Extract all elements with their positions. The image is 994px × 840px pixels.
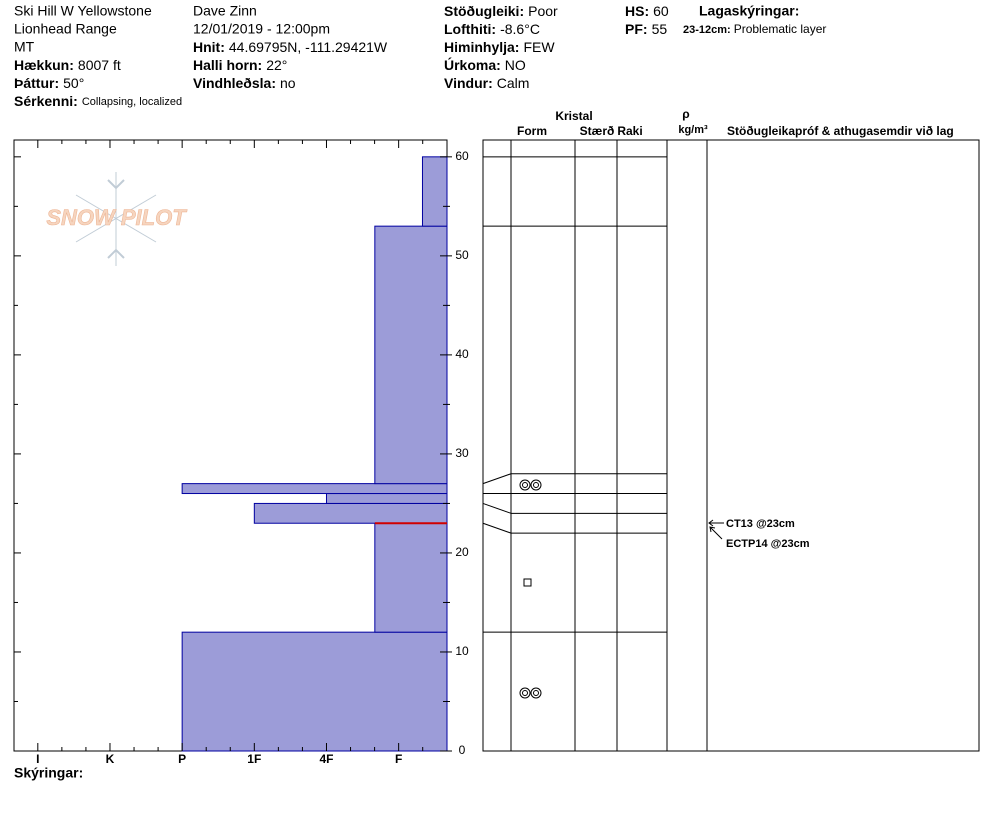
panel-connector xyxy=(482,473,512,485)
grain-symbols xyxy=(519,479,542,699)
field-value: NO xyxy=(505,57,526,73)
test-arrows xyxy=(708,519,724,540)
hardness-bar xyxy=(181,483,448,495)
panel-frame xyxy=(482,139,980,752)
header-field: Úrkoma: NO xyxy=(444,56,526,73)
field-label: Vindhleðsla: xyxy=(193,75,276,91)
header-field: Hækkun: 8007 ft xyxy=(14,57,121,73)
layer-notes-title: Lagaskýringar: xyxy=(699,3,799,19)
x-tick-label: 4F xyxy=(319,752,333,766)
y-tick-label: 40 xyxy=(455,347,469,361)
header-field: Halli horn: 22° xyxy=(193,57,287,73)
field-label: Úrkoma: xyxy=(444,56,501,73)
comments-header: Stöðugleikapróf & athugasemdir við lag xyxy=(727,124,954,138)
y-tick-label: 0 xyxy=(459,743,466,757)
header-field: Dave Zinn xyxy=(193,3,257,19)
header-field: Sérkenni: Collapsing, localized xyxy=(14,93,182,109)
hardness-bar xyxy=(253,502,448,524)
field-value: FEW xyxy=(523,39,555,55)
layer-note: 23-12cm: Problematic layer xyxy=(683,22,826,36)
hardness-bar xyxy=(325,493,448,504)
x-tick-label: F xyxy=(395,752,402,766)
panel-connector xyxy=(482,502,512,514)
footer-label: Skýringar: xyxy=(14,765,83,781)
field-label: Þáttur: xyxy=(14,75,59,91)
y-tick-label: 60 xyxy=(455,149,469,163)
crystal-header: Kristal xyxy=(555,109,592,123)
y-tick-label: 30 xyxy=(455,446,469,460)
field-label: PF: xyxy=(625,21,648,37)
header-field: Þáttur: 50° xyxy=(14,75,84,91)
field-label: Halli horn: xyxy=(193,57,262,73)
header-field: Vindur: Calm xyxy=(444,75,529,91)
x-tick-label: 1F xyxy=(247,752,261,766)
note-label: 23-12cm: xyxy=(683,24,731,36)
field-label: Vindur: xyxy=(444,75,493,91)
header-field: Hnit: 44.69795N, -111.29421W xyxy=(193,39,388,55)
density-header: ρ xyxy=(682,107,689,121)
header-field: Lionhead Range xyxy=(14,21,117,37)
stability-test: CT13 @23cm xyxy=(726,518,795,530)
logo-text: SNOW PILOT xyxy=(46,205,187,230)
field-label: Lofthiti: xyxy=(444,21,496,37)
header-field: HS: 60 xyxy=(625,3,669,19)
moisture-header: Raki xyxy=(617,124,642,138)
header-field: 12/01/2019 - 12:00pm xyxy=(193,21,330,37)
hardness-bar xyxy=(374,522,448,633)
x-tick-label: K xyxy=(106,752,115,766)
y-tick-label: 50 xyxy=(455,248,469,262)
header-field: Vindhleðsla: no xyxy=(193,75,296,91)
field-label: Hækkun: xyxy=(14,57,74,73)
size-header: Stærð xyxy=(580,124,615,138)
x-tick-label: I xyxy=(36,752,39,766)
density-unit: kg/m³ xyxy=(678,124,708,136)
header-field: Ski Hill W Yellowstone xyxy=(14,3,152,19)
header-field: Stöðugleiki: Poor xyxy=(444,3,558,19)
field-label: HS: xyxy=(625,3,649,19)
y-tick-label: 10 xyxy=(455,644,469,658)
field-value: 22° xyxy=(266,57,287,73)
panel-connector xyxy=(482,522,512,534)
field-value: -8.6°C xyxy=(500,21,540,37)
form-header: Form xyxy=(517,124,547,138)
field-value: no xyxy=(280,75,296,91)
header-field: PF: 55 xyxy=(625,21,667,37)
hardness-bar xyxy=(421,156,448,227)
y-tick-label: 20 xyxy=(455,545,469,559)
stability-test: ECTP14 @23cm xyxy=(726,538,810,550)
field-value: 8007 ft xyxy=(78,57,121,73)
field-value: Calm xyxy=(497,75,530,91)
field-value: Poor xyxy=(528,3,558,19)
field-label: Himinhylja: xyxy=(444,39,519,55)
field-value: 44.69795N, -111.29421W xyxy=(229,39,388,55)
field-value: Collapsing, localized xyxy=(82,96,182,108)
hardness-bar xyxy=(181,631,448,752)
header-field: Himinhylja: FEW xyxy=(444,39,555,55)
x-tick-label: P xyxy=(178,752,186,766)
note-value: Problematic layer xyxy=(734,22,827,36)
field-value: 50° xyxy=(63,75,84,91)
header-field: Lofthiti: -8.6°C xyxy=(444,21,540,37)
field-label: Stöðugleiki: xyxy=(444,3,524,19)
field-label: Hnit: xyxy=(193,39,225,55)
field-value: 60 xyxy=(653,3,669,19)
hardness-bar xyxy=(374,225,448,485)
field-value: 55 xyxy=(652,21,668,37)
field-label: Sérkenni: xyxy=(14,93,78,109)
panel-columns xyxy=(510,140,708,751)
logo: SNOW PILOT xyxy=(46,172,188,266)
header-field: MT xyxy=(14,39,35,55)
